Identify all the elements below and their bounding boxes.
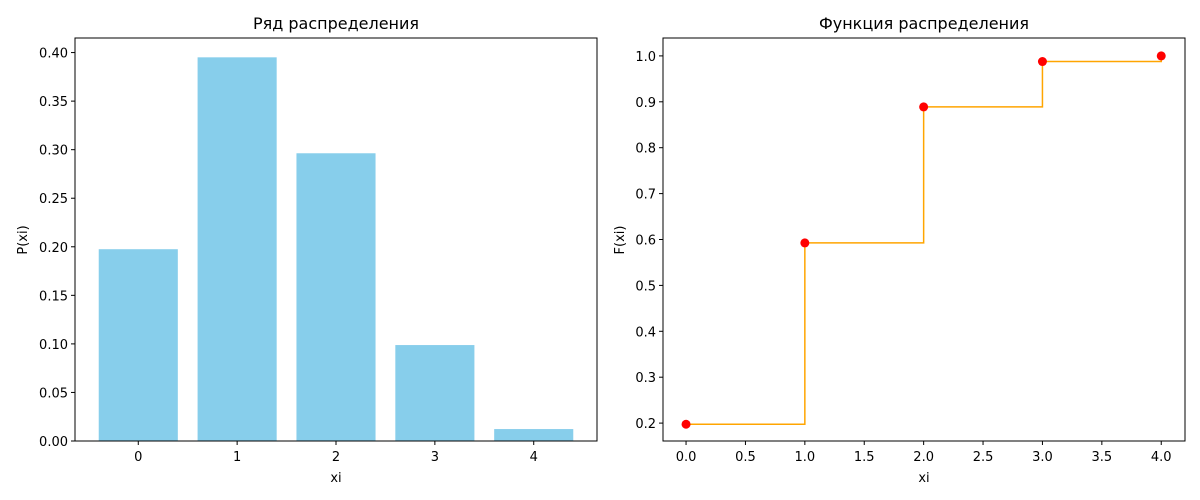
data-point (1037, 57, 1047, 67)
y-tick-label: 0.2 (635, 417, 656, 432)
x-tick-label: 3.5 (1091, 450, 1112, 465)
y-tick-label: 0.00 (39, 435, 68, 450)
y-tick-label: 0.9 (635, 96, 656, 111)
y-tick-label: 0.10 (39, 338, 68, 353)
y-tick-label: 0.6 (635, 234, 656, 249)
y-tick-label: 0.30 (39, 144, 68, 159)
y-tick-label: 0.4 (635, 325, 656, 340)
data-point (919, 102, 929, 112)
y-tick-label: 0.40 (39, 47, 68, 62)
y-tick-label: 0.5 (635, 279, 656, 294)
data-point (681, 419, 691, 429)
y-tick-label: 0.3 (635, 371, 656, 386)
chart-title: Ряд распределения (253, 14, 419, 33)
x-tick-label: 0.5 (735, 450, 756, 465)
y-axis-label: F(xi) (613, 226, 628, 255)
bar (98, 249, 178, 441)
x-tick-label: 3 (431, 450, 439, 465)
bar (395, 345, 475, 441)
y-tick-label: 0.35 (39, 95, 68, 110)
data-point (800, 238, 810, 248)
bar-chart-panel: Ряд распределения xi P(xi) 0 1 2 3 4 0.00 0.05… (16, 14, 598, 486)
x-tick-label: 3.0 (1032, 450, 1053, 465)
data-point (1156, 51, 1166, 61)
y-tick-label: 0.20 (39, 241, 68, 256)
y-axis-label: P(xi) (16, 225, 31, 254)
x-axis-label: xi (918, 471, 929, 486)
x-tick-label: 4.0 (1151, 450, 1172, 465)
chart-title: Функция распределения (819, 14, 1029, 33)
x-axis-label: xi (330, 471, 341, 486)
x-tick-label: 1 (233, 450, 241, 465)
cdf-chart-panel: Функция распределения xi F(xi) 0.0 0.5 1.0… (613, 14, 1186, 486)
x-tick-label: 4 (530, 450, 538, 465)
y-tick-label: 0.15 (39, 289, 68, 304)
x-tick-label: 1.5 (854, 450, 875, 465)
x-tick-label: 2 (332, 450, 340, 465)
x-tick-label: 0 (134, 450, 142, 465)
x-tick-label: 2.0 (913, 450, 934, 465)
x-tick-label: 2.5 (973, 450, 994, 465)
y-tick-label: 0.8 (635, 142, 656, 157)
y-tick-label: 0.25 (39, 192, 68, 207)
y-tick-label: 0.7 (635, 188, 656, 203)
bar (197, 57, 277, 441)
bar (296, 153, 376, 442)
x-tick-label: 1.0 (795, 450, 816, 465)
x-tick-label: 0.0 (676, 450, 697, 465)
y-tick-label: 0.05 (39, 386, 68, 401)
y-tick-label: 1.0 (635, 50, 656, 65)
bar (494, 429, 574, 441)
